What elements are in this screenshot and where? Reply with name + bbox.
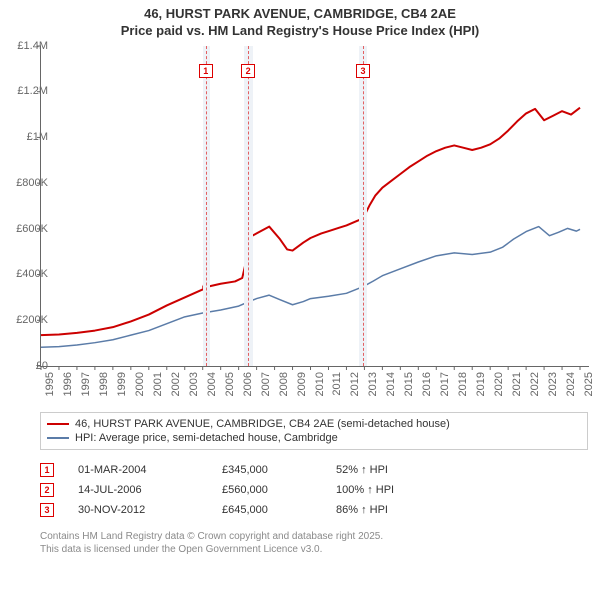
x-tick-label: 2016 (421, 372, 433, 396)
sales-table: 1 01-MAR-2004 £345,000 52% ↑ HPI 2 14-JU… (40, 460, 588, 520)
x-tick-label: 2006 (242, 372, 254, 396)
footer-line-2: This data is licensed under the Open Gov… (40, 543, 588, 556)
legend-swatch-price-paid (47, 423, 69, 425)
x-tick-label: 2017 (439, 372, 451, 396)
x-tick-label: 2022 (529, 372, 541, 396)
x-tick-label: 2004 (206, 372, 218, 396)
legend-swatch-hpi (47, 437, 69, 439)
x-tick-label: 2012 (349, 372, 361, 396)
legend-row: 46, HURST PARK AVENUE, CAMBRIDGE, CB4 2A… (47, 417, 581, 431)
sale-pct: 100% ↑ HPI (336, 484, 426, 496)
x-tick-label: 2023 (547, 372, 559, 396)
x-tick-label: 2014 (385, 372, 397, 396)
sale-pct: 52% ↑ HPI (336, 464, 426, 476)
sales-row: 2 14-JUL-2006 £560,000 100% ↑ HPI (40, 480, 588, 500)
sale-date: 30-NOV-2012 (78, 504, 198, 516)
x-tick-label: 1996 (62, 372, 74, 396)
sale-date: 01-MAR-2004 (78, 464, 198, 476)
series-price_paid (41, 107, 580, 334)
sale-marker-line (248, 46, 249, 366)
sale-marker-line (363, 46, 364, 366)
sale-price: £560,000 (222, 484, 312, 496)
x-tick-label: 2013 (367, 372, 379, 396)
x-tick-label: 2008 (278, 372, 290, 396)
sales-row: 3 30-NOV-2012 £645,000 86% ↑ HPI (40, 500, 588, 520)
x-tick-label: 2010 (314, 372, 326, 396)
legend: 46, HURST PARK AVENUE, CAMBRIDGE, CB4 2A… (40, 412, 588, 450)
title-block: 46, HURST PARK AVENUE, CAMBRIDGE, CB4 2A… (0, 0, 600, 40)
x-tick-label: 2001 (152, 372, 164, 396)
sale-pct: 86% ↑ HPI (336, 504, 426, 516)
footer: Contains HM Land Registry data © Crown c… (40, 530, 588, 556)
x-tick-label: 2003 (188, 372, 200, 396)
legend-row: HPI: Average price, semi-detached house,… (47, 431, 581, 445)
x-tick-label: 1997 (80, 372, 92, 396)
sales-row: 1 01-MAR-2004 £345,000 52% ↑ HPI (40, 460, 588, 480)
sale-marker-box: 3 (356, 64, 370, 78)
x-tick-label: 2007 (260, 372, 272, 396)
sale-date: 14-JUL-2006 (78, 484, 198, 496)
chart-area: £0£200K£400K£600K£800K£1M£1.2M£1.4M 1995… (40, 46, 600, 406)
title-line-2: Price paid vs. HM Land Registry's House … (0, 23, 600, 40)
x-tick-label: 2020 (493, 372, 505, 396)
sale-marker-box: 1 (199, 64, 213, 78)
x-tick-label: 1999 (116, 372, 128, 396)
sale-price: £645,000 (222, 504, 312, 516)
x-tick-label: 1995 (44, 372, 56, 396)
footer-line-1: Contains HM Land Registry data © Crown c… (40, 530, 588, 543)
x-tick-label: 2011 (331, 372, 343, 396)
x-tick-label: 2021 (511, 372, 523, 396)
sale-price: £345,000 (222, 464, 312, 476)
legend-label-hpi: HPI: Average price, semi-detached house,… (75, 432, 338, 444)
x-tick-label: 2005 (224, 372, 236, 396)
x-tick-label: 2025 (583, 372, 595, 396)
x-tick-label: 1998 (98, 372, 110, 396)
sale-marker-line (206, 46, 207, 366)
series-hpi (41, 226, 580, 347)
x-tick-label: 2000 (134, 372, 146, 396)
x-tick-label: 2009 (296, 372, 308, 396)
sale-marker-box: 2 (241, 64, 255, 78)
sale-marker-3: 3 (40, 503, 54, 517)
plot: 1 2 3 (40, 46, 589, 367)
x-tick-label: 2019 (475, 372, 487, 396)
plot-svg (41, 46, 589, 366)
sale-marker-1: 1 (40, 463, 54, 477)
x-tick-label: 2024 (565, 372, 577, 396)
legend-label-price-paid: 46, HURST PARK AVENUE, CAMBRIDGE, CB4 2A… (75, 418, 450, 430)
x-tick-label: 2015 (403, 372, 415, 396)
title-line-1: 46, HURST PARK AVENUE, CAMBRIDGE, CB4 2A… (0, 6, 600, 23)
sale-marker-2: 2 (40, 483, 54, 497)
x-tick-label: 2002 (170, 372, 182, 396)
x-tick-label: 2018 (457, 372, 469, 396)
